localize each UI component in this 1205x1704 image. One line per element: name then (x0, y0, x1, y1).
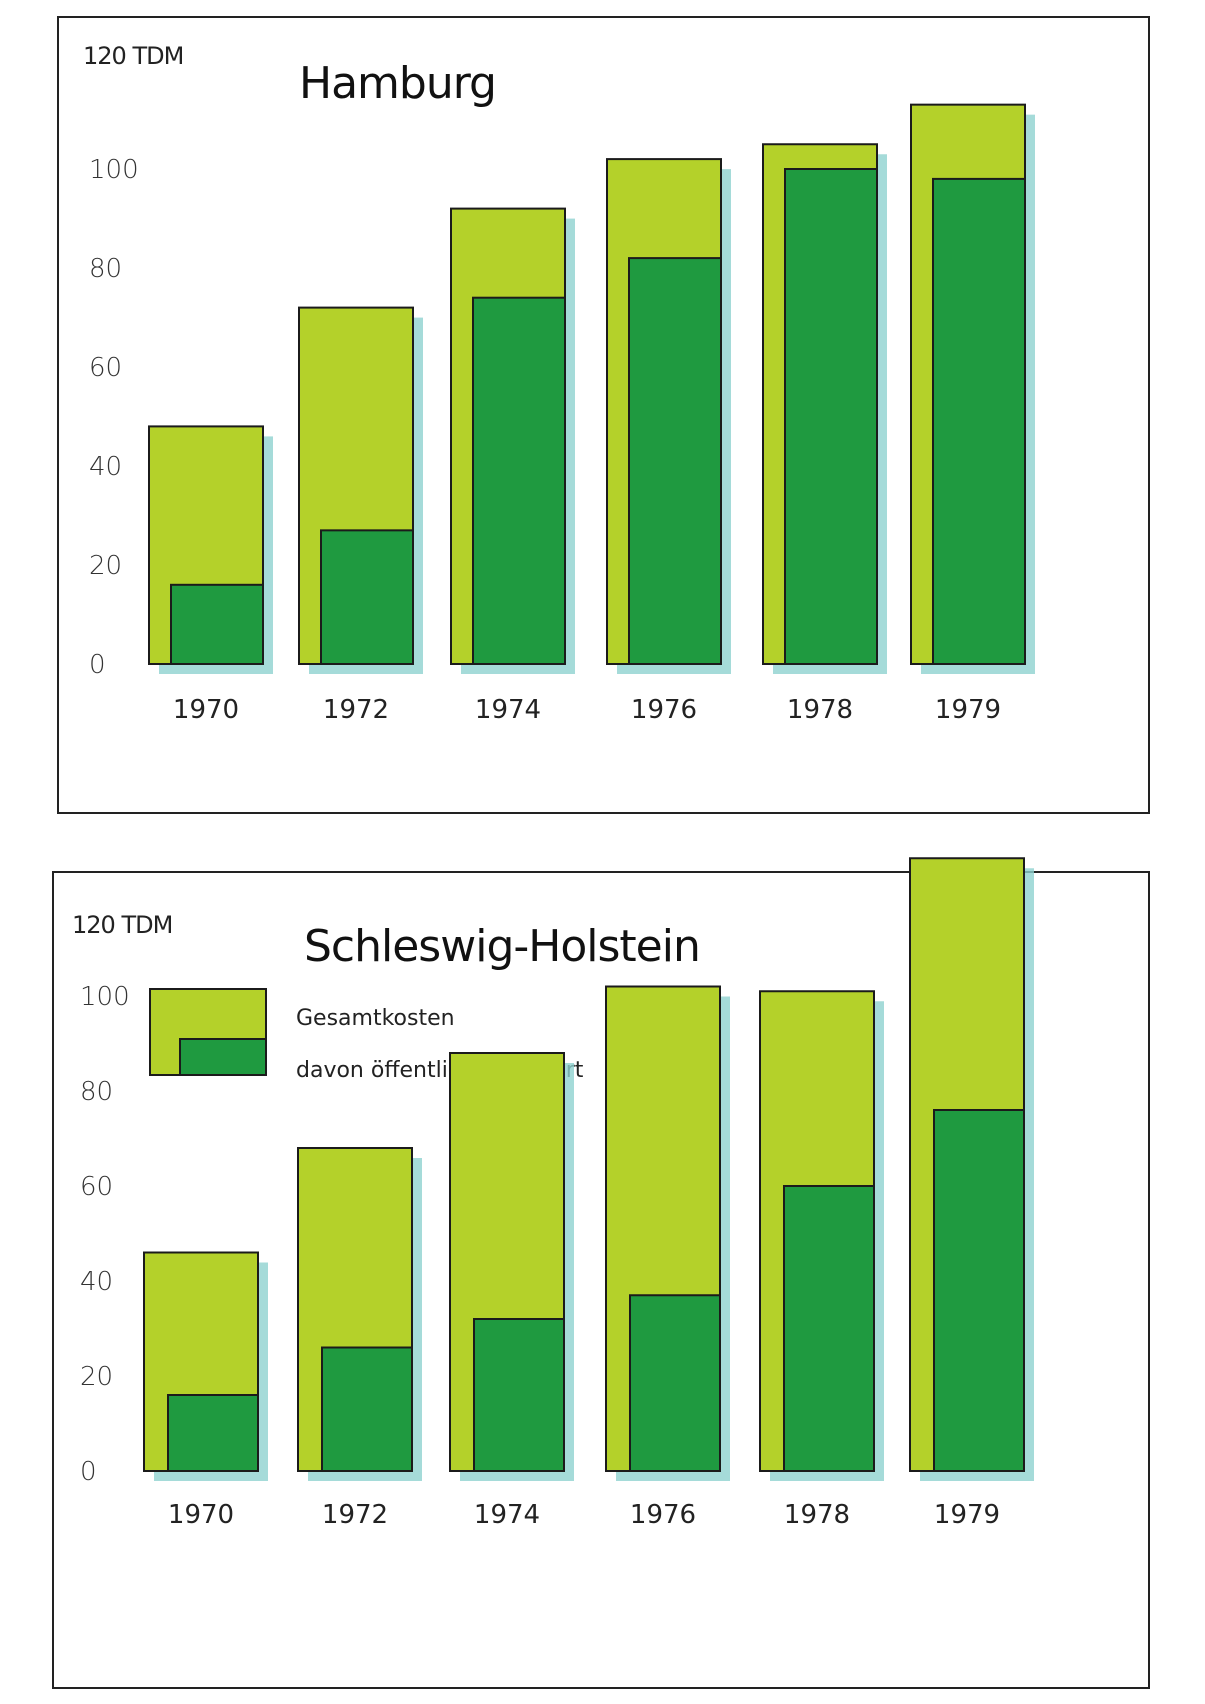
bar-subsidized-1970 (167, 1394, 259, 1472)
x-tick-label: 1972 (323, 695, 389, 725)
x-tick-label: 1970 (168, 1500, 234, 1530)
bar-subsidized-1970 (170, 583, 264, 665)
x-axis: 1970 1972 1974 1976 1978 1979 (173, 695, 1001, 725)
bar-subsidized-1974 (473, 1318, 565, 1472)
x-tick-label: 1979 (934, 1500, 1000, 1530)
y-axis: 0 20 40 60 80 100 (80, 982, 130, 1487)
legend-subsidized-swatch (179, 1038, 267, 1076)
bar-group (143, 857, 1034, 1481)
y-tick-label: 80 (80, 1077, 113, 1107)
chart-title: Hamburg (299, 58, 496, 109)
hamburg-chart-panel: 120 TDM Hamburg 0 20 40 60 80 100 1970 1972 197… (57, 16, 1150, 814)
x-tick-label: 1974 (475, 695, 541, 725)
bar-subsidized-1978 (783, 1185, 875, 1472)
x-tick-label: 1970 (173, 695, 239, 725)
y-tick-label: 40 (89, 452, 122, 482)
x-tick-label: 1979 (935, 695, 1001, 725)
bar-subsidized-1976 (628, 257, 722, 665)
bar-subsidized-1978 (784, 168, 878, 665)
y-tick-label: 20 (80, 1362, 113, 1392)
y-tick-label: 60 (80, 1172, 113, 1202)
bar-group (148, 103, 1035, 674)
x-tick-label: 1978 (787, 695, 853, 725)
y-tick-label: 0 (89, 650, 106, 680)
y-tick-label: 80 (89, 254, 122, 284)
y-axis: 0 20 40 60 80 100 (89, 155, 139, 680)
y-unit-label: 120 TDM (72, 911, 172, 939)
bar-subsidized-1972 (320, 529, 414, 665)
x-tick-label: 1972 (322, 1500, 388, 1530)
bar-subsidized-1972 (321, 1346, 413, 1472)
legend-total-label: Gesamtkosten (296, 1006, 455, 1031)
schleswig-holstein-chart: 120 TDM Schleswig-Holstein Gesamtkosten … (72, 857, 1034, 1530)
x-tick-label: 1974 (474, 1500, 540, 1530)
y-tick-label: 20 (89, 551, 122, 581)
bar-subsidized-1979 (933, 1109, 1025, 1472)
chart-title: Schleswig-Holstein (304, 921, 700, 972)
x-tick-label: 1978 (784, 1500, 850, 1530)
x-tick-label: 1976 (631, 695, 697, 725)
y-tick-label: 60 (89, 353, 122, 383)
y-tick-label: 0 (80, 1457, 97, 1487)
y-tick-label: 100 (89, 155, 139, 185)
y-unit-label: 120 TDM (83, 42, 183, 70)
x-tick-label: 1976 (630, 1500, 696, 1530)
bar-subsidized-1976 (629, 1294, 721, 1472)
schleswig-holstein-chart-panel: 120 TDM Schleswig-Holstein Gesamtkosten … (52, 857, 1150, 1689)
legend: Gesamtkosten davon öffentlich gefördert (149, 988, 584, 1083)
y-tick-label: 100 (80, 982, 130, 1012)
bar-subsidized-1979 (932, 177, 1026, 665)
x-axis: 1970 1972 1974 1976 1978 1979 (168, 1500, 1000, 1530)
bar-subsidized-1974 (472, 296, 566, 665)
y-tick-label: 40 (80, 1267, 113, 1297)
